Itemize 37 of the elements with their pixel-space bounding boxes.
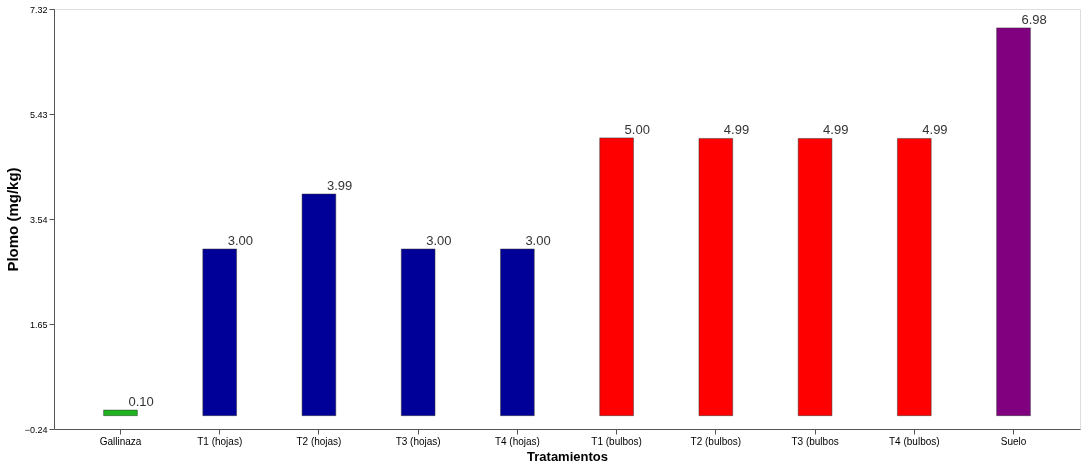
x-tick-label: T3 (hojas): [395, 435, 441, 447]
data-label: 0.10: [128, 394, 154, 410]
data-label: 6.98: [1021, 11, 1047, 27]
x-tick-label: T4 (bulbos): [889, 435, 940, 447]
x-tick-label: Gallinaza: [99, 435, 142, 447]
x-axis-title: Tratamientos: [527, 448, 608, 464]
x-tick-label: T4 (hojas): [494, 435, 540, 447]
bar: [698, 138, 733, 416]
bar: [301, 193, 337, 416]
data-label: 3.99: [326, 178, 353, 193]
y-tick-label: 7.32: [29, 4, 48, 15]
data-label: 3.00: [227, 233, 254, 248]
bar: [401, 248, 436, 416]
bar: [797, 138, 833, 416]
bar: [996, 27, 1031, 416]
data-label: 3.00: [525, 233, 551, 248]
x-tick-label: T2 (bulbos): [690, 435, 742, 447]
data-label: 4.99: [922, 122, 948, 138]
x-tick-label: T1 (bulbos): [591, 435, 642, 447]
x-tick-label: T3 (bulbos: [791, 435, 839, 447]
data-label: 5.00: [624, 121, 650, 137]
y-tick-label: 3.54: [29, 214, 48, 225]
bar: [500, 248, 535, 416]
bar: [897, 138, 932, 416]
x-tick-label: Suelo: [1000, 435, 1027, 447]
data-label: 4.99: [723, 122, 750, 138]
y-tick-label: 5.43: [29, 109, 48, 120]
x-tick-label: T2 (hojas): [296, 435, 342, 447]
y-tick-label: 1.65: [29, 319, 48, 330]
y-axis-title: Plomo (mg/kg): [3, 167, 21, 272]
bar: [103, 409, 138, 416]
y-tick-label: −0.24: [24, 424, 48, 435]
data-label: 3.00: [426, 233, 452, 248]
bar: [202, 248, 237, 416]
x-tick-label: T1 (hojas): [197, 435, 243, 447]
bar: [599, 137, 634, 416]
data-label: 4.99: [823, 122, 849, 138]
